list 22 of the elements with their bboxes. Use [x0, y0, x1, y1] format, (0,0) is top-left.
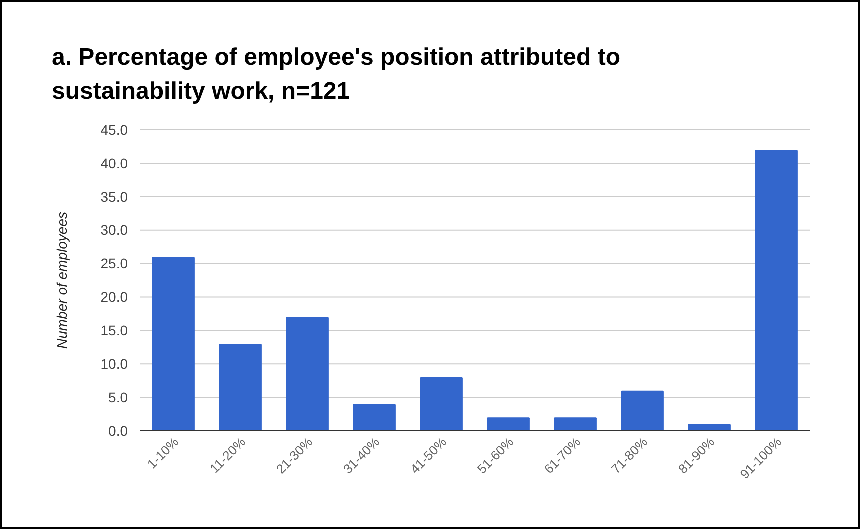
y-tick-label: 30.0: [100, 222, 128, 238]
bar: [420, 377, 463, 431]
y-tick-label: 35.0: [100, 188, 128, 205]
y-tick-label: 5.0: [108, 389, 128, 406]
y-axis-title: Number of employees: [54, 212, 70, 349]
bar: [554, 418, 597, 431]
y-tick-label: 10.0: [100, 356, 128, 372]
bar: [219, 344, 262, 431]
y-tick-label: 0.0: [108, 422, 128, 439]
y-tick-label: 20.0: [100, 289, 128, 306]
y-tick-label: 40.0: [100, 155, 128, 172]
bar: [152, 257, 195, 431]
bar: [621, 390, 664, 431]
bar: [688, 424, 731, 431]
y-tick-label: 25.0: [100, 256, 128, 272]
y-tick-label: 15.0: [100, 322, 128, 339]
chart-title: a. Percentage of employee's position attributed to sustainability work, n=121: [52, 44, 620, 105]
bar: [487, 418, 530, 431]
bar: [286, 317, 329, 431]
bar: [353, 404, 396, 431]
y-tick-label: 45.0: [100, 122, 128, 138]
bar: [755, 150, 798, 431]
